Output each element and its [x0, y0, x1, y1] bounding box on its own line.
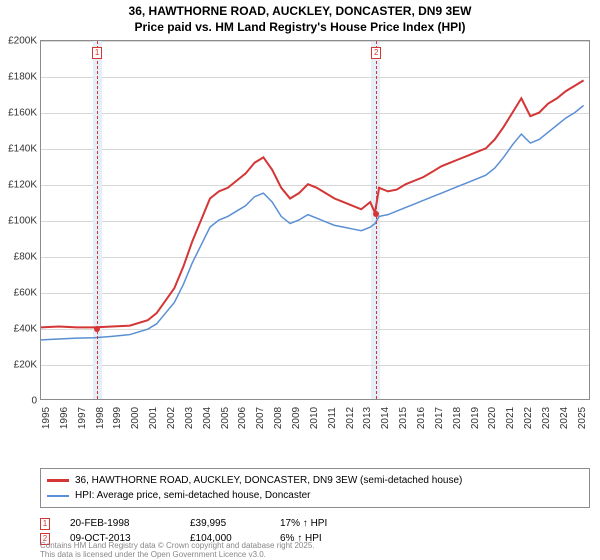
- x-axis-label: 1997: [77, 407, 88, 429]
- x-axis-label: 2025: [577, 407, 588, 429]
- sale-date: 20-FEB-1998: [70, 516, 170, 531]
- x-axis-label: 2003: [184, 407, 195, 429]
- legend-label: 36, HAWTHORNE ROAD, AUCKLEY, DONCASTER, …: [75, 473, 462, 488]
- x-axis-label: 2009: [291, 407, 302, 429]
- x-axis-label: 2017: [434, 407, 445, 429]
- legend-swatch: [47, 495, 69, 497]
- x-axis-label: 2010: [309, 407, 320, 429]
- x-axis-label: 2021: [505, 407, 516, 429]
- footer-attribution: Contains HM Land Registry data © Crown c…: [40, 542, 315, 560]
- legend-swatch: [47, 479, 69, 482]
- x-axis-label: 2007: [255, 407, 266, 429]
- y-axis-label: £160K: [3, 108, 37, 119]
- sale-marker-line: [376, 41, 377, 399]
- sale-dot: [373, 211, 379, 217]
- x-axis-label: 2005: [220, 407, 231, 429]
- x-axis-label: 2014: [380, 407, 391, 429]
- x-axis-label: 2001: [148, 407, 159, 429]
- sale-price: £39,995: [190, 516, 260, 531]
- legend-label: HPI: Average price, semi-detached house,…: [75, 488, 311, 503]
- x-axis-label: 2006: [237, 407, 248, 429]
- y-axis-label: £140K: [3, 144, 37, 155]
- title-line2: Price paid vs. HM Land Registry's House …: [0, 20, 600, 36]
- y-axis-label: £80K: [3, 252, 37, 263]
- x-axis-label: 2018: [452, 407, 463, 429]
- x-axis-label: 2002: [166, 407, 177, 429]
- chart-plot-area: 0£20K£40K£60K£80K£100K£120K£140K£160K£18…: [40, 40, 590, 400]
- x-axis-label: 2016: [416, 407, 427, 429]
- x-axis-label: 2015: [398, 407, 409, 429]
- price-paid-line: [41, 80, 584, 327]
- legend-item: HPI: Average price, semi-detached house,…: [47, 488, 583, 503]
- hpi-line: [41, 105, 584, 339]
- x-axis-label: 1999: [112, 407, 123, 429]
- y-axis-label: £20K: [3, 360, 37, 371]
- x-axis-label: 2020: [487, 407, 498, 429]
- x-axis-label: 2022: [523, 407, 534, 429]
- y-axis-label: £120K: [3, 180, 37, 191]
- sale-hpi: 17% ↑ HPI: [280, 516, 360, 531]
- x-axis-label: 2013: [362, 407, 373, 429]
- sale-marker: 1: [92, 47, 102, 59]
- x-axis-label: 2004: [202, 407, 213, 429]
- x-axis-label: 1995: [41, 407, 52, 429]
- y-axis-label: £200K: [3, 36, 37, 47]
- x-axis-label: 2019: [470, 407, 481, 429]
- sale-row: 1 20-FEB-1998 £39,995 17% ↑ HPI: [40, 516, 590, 531]
- title-line1: 36, HAWTHORNE ROAD, AUCKLEY, DONCASTER, …: [0, 4, 600, 20]
- x-axis-label: 2008: [273, 407, 284, 429]
- chart-title: 36, HAWTHORNE ROAD, AUCKLEY, DONCASTER, …: [0, 0, 600, 35]
- sale-dot: [94, 326, 100, 332]
- x-axis-label: 2012: [345, 407, 356, 429]
- x-axis-label: 2000: [130, 407, 141, 429]
- y-axis-label: £60K: [3, 288, 37, 299]
- x-axis-label: 1996: [59, 407, 70, 429]
- footer-line2: This data is licensed under the Open Gov…: [40, 551, 315, 560]
- chart-lines: [41, 41, 589, 399]
- legend-item: 36, HAWTHORNE ROAD, AUCKLEY, DONCASTER, …: [47, 473, 583, 488]
- y-axis-label: £40K: [3, 324, 37, 335]
- x-axis-label: 2011: [327, 407, 338, 429]
- x-axis-label: 1998: [95, 407, 106, 429]
- y-axis-label: £180K: [3, 72, 37, 83]
- y-axis-label: £100K: [3, 216, 37, 227]
- sale-marker: 2: [371, 47, 381, 59]
- legend: 36, HAWTHORNE ROAD, AUCKLEY, DONCASTER, …: [40, 468, 590, 508]
- y-axis-label: 0: [3, 396, 37, 407]
- sale-marker-line: [97, 41, 98, 399]
- x-axis-label: 2023: [541, 407, 552, 429]
- sale-row-marker: 1: [40, 518, 50, 530]
- x-axis-label: 2024: [559, 407, 570, 429]
